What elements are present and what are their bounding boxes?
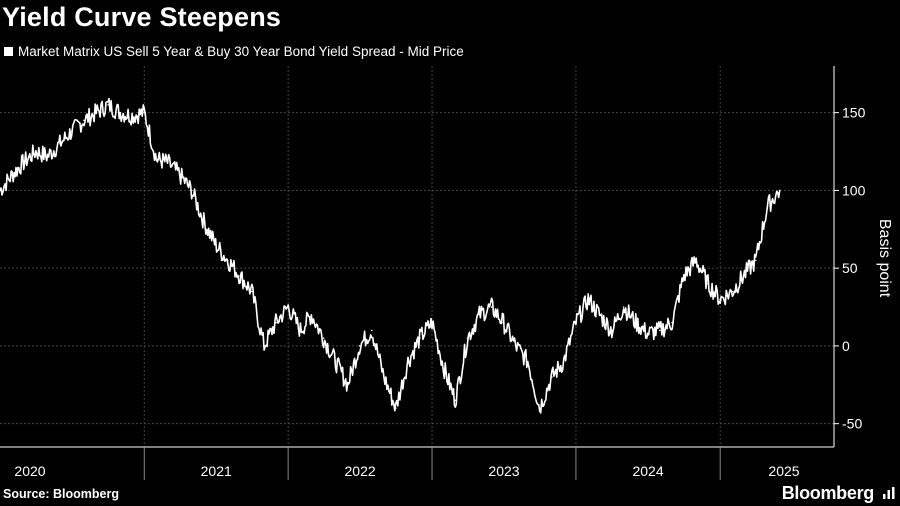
data-point [131,114,133,117]
data-point [587,298,589,301]
data-point [22,161,25,164]
series [0,97,781,414]
y-tick-label: 50 [842,260,858,276]
data-point [263,345,265,347]
data-point [419,337,421,339]
data-point [107,104,109,106]
y-axis-label: Basis point [876,219,893,298]
data-point [178,174,181,176]
data-point [575,321,577,324]
data-point [443,368,446,371]
data-point [695,259,697,262]
data-point [251,290,253,293]
data-point [538,407,541,409]
data-point [707,282,709,285]
data-point [370,329,373,332]
data-point [671,321,673,324]
data-point [166,161,169,164]
data-point [611,329,613,332]
data-point [659,329,661,332]
data-point [719,298,722,301]
data-point [598,314,601,316]
data-point [454,399,457,402]
legend-swatch [4,47,13,56]
data-point [490,306,493,308]
data-point [239,275,241,277]
chart-title: Yield Curve Steepens [2,2,282,32]
data-point [287,306,289,308]
data-point [731,290,734,293]
x-tick-label: 2021 [201,463,232,479]
y-tick-label: 100 [842,182,866,198]
data-point [407,360,409,363]
data-point [466,337,469,339]
data-point [59,142,61,145]
data-point [514,345,517,347]
data-point [70,130,73,133]
data-point [143,111,146,114]
data-point [635,321,637,324]
chart-icon [883,487,895,499]
data-point [83,119,85,122]
data-point [622,306,625,308]
data-point [383,376,385,378]
tick-labels: 150 100 50 0 -50 Basis point 2020 2021 2022 2023 2… [14,105,893,479]
legend-label: Market Matrix US Sell 5 Year & Buy 30 Ye… [18,44,464,59]
data-point [0,189,1,192]
data-point [334,360,337,363]
source-note: Source: Bloomberg [3,487,119,501]
data-point [766,205,769,207]
data-point [551,376,553,378]
x-tick-label: 2022 [345,463,376,479]
data-point [119,111,122,114]
x-tick-label: 2024 [632,463,663,479]
axes [0,66,839,480]
y-tick-label: -50 [842,416,862,432]
legend: Market Matrix US Sell 5 Year & Buy 30 Ye… [4,44,464,59]
data-point [346,383,349,386]
data-point [214,244,217,246]
bloomberg-logo: Bloomberg [781,483,875,503]
data-point [95,111,97,114]
data-point [203,220,205,223]
data-point [11,174,14,176]
data-point [358,345,361,347]
data-point [754,259,757,262]
data-point [46,155,49,157]
data-point [394,407,397,409]
grid-lines [0,66,834,447]
data-point [155,158,158,161]
data-point [275,321,277,324]
data-point [35,150,37,153]
data-point [683,275,685,277]
data-point [227,259,229,262]
data-point [742,275,745,277]
y-tick-label: 0 [842,338,850,354]
data-point [190,189,193,192]
data-point [322,337,325,339]
data-point [562,360,565,363]
data-point [299,329,302,332]
series-line [0,97,781,414]
data-point [646,332,649,335]
data-point [778,189,781,192]
data-point [478,314,481,316]
y-tick-label: 150 [842,105,866,121]
data-point [527,360,529,363]
data-point [431,321,433,324]
x-tick-label: 2023 [488,463,519,479]
data-point [310,314,313,316]
x-tick-label: 2025 [768,463,799,479]
x-tick-label: 2020 [14,463,45,479]
data-point [502,321,505,324]
